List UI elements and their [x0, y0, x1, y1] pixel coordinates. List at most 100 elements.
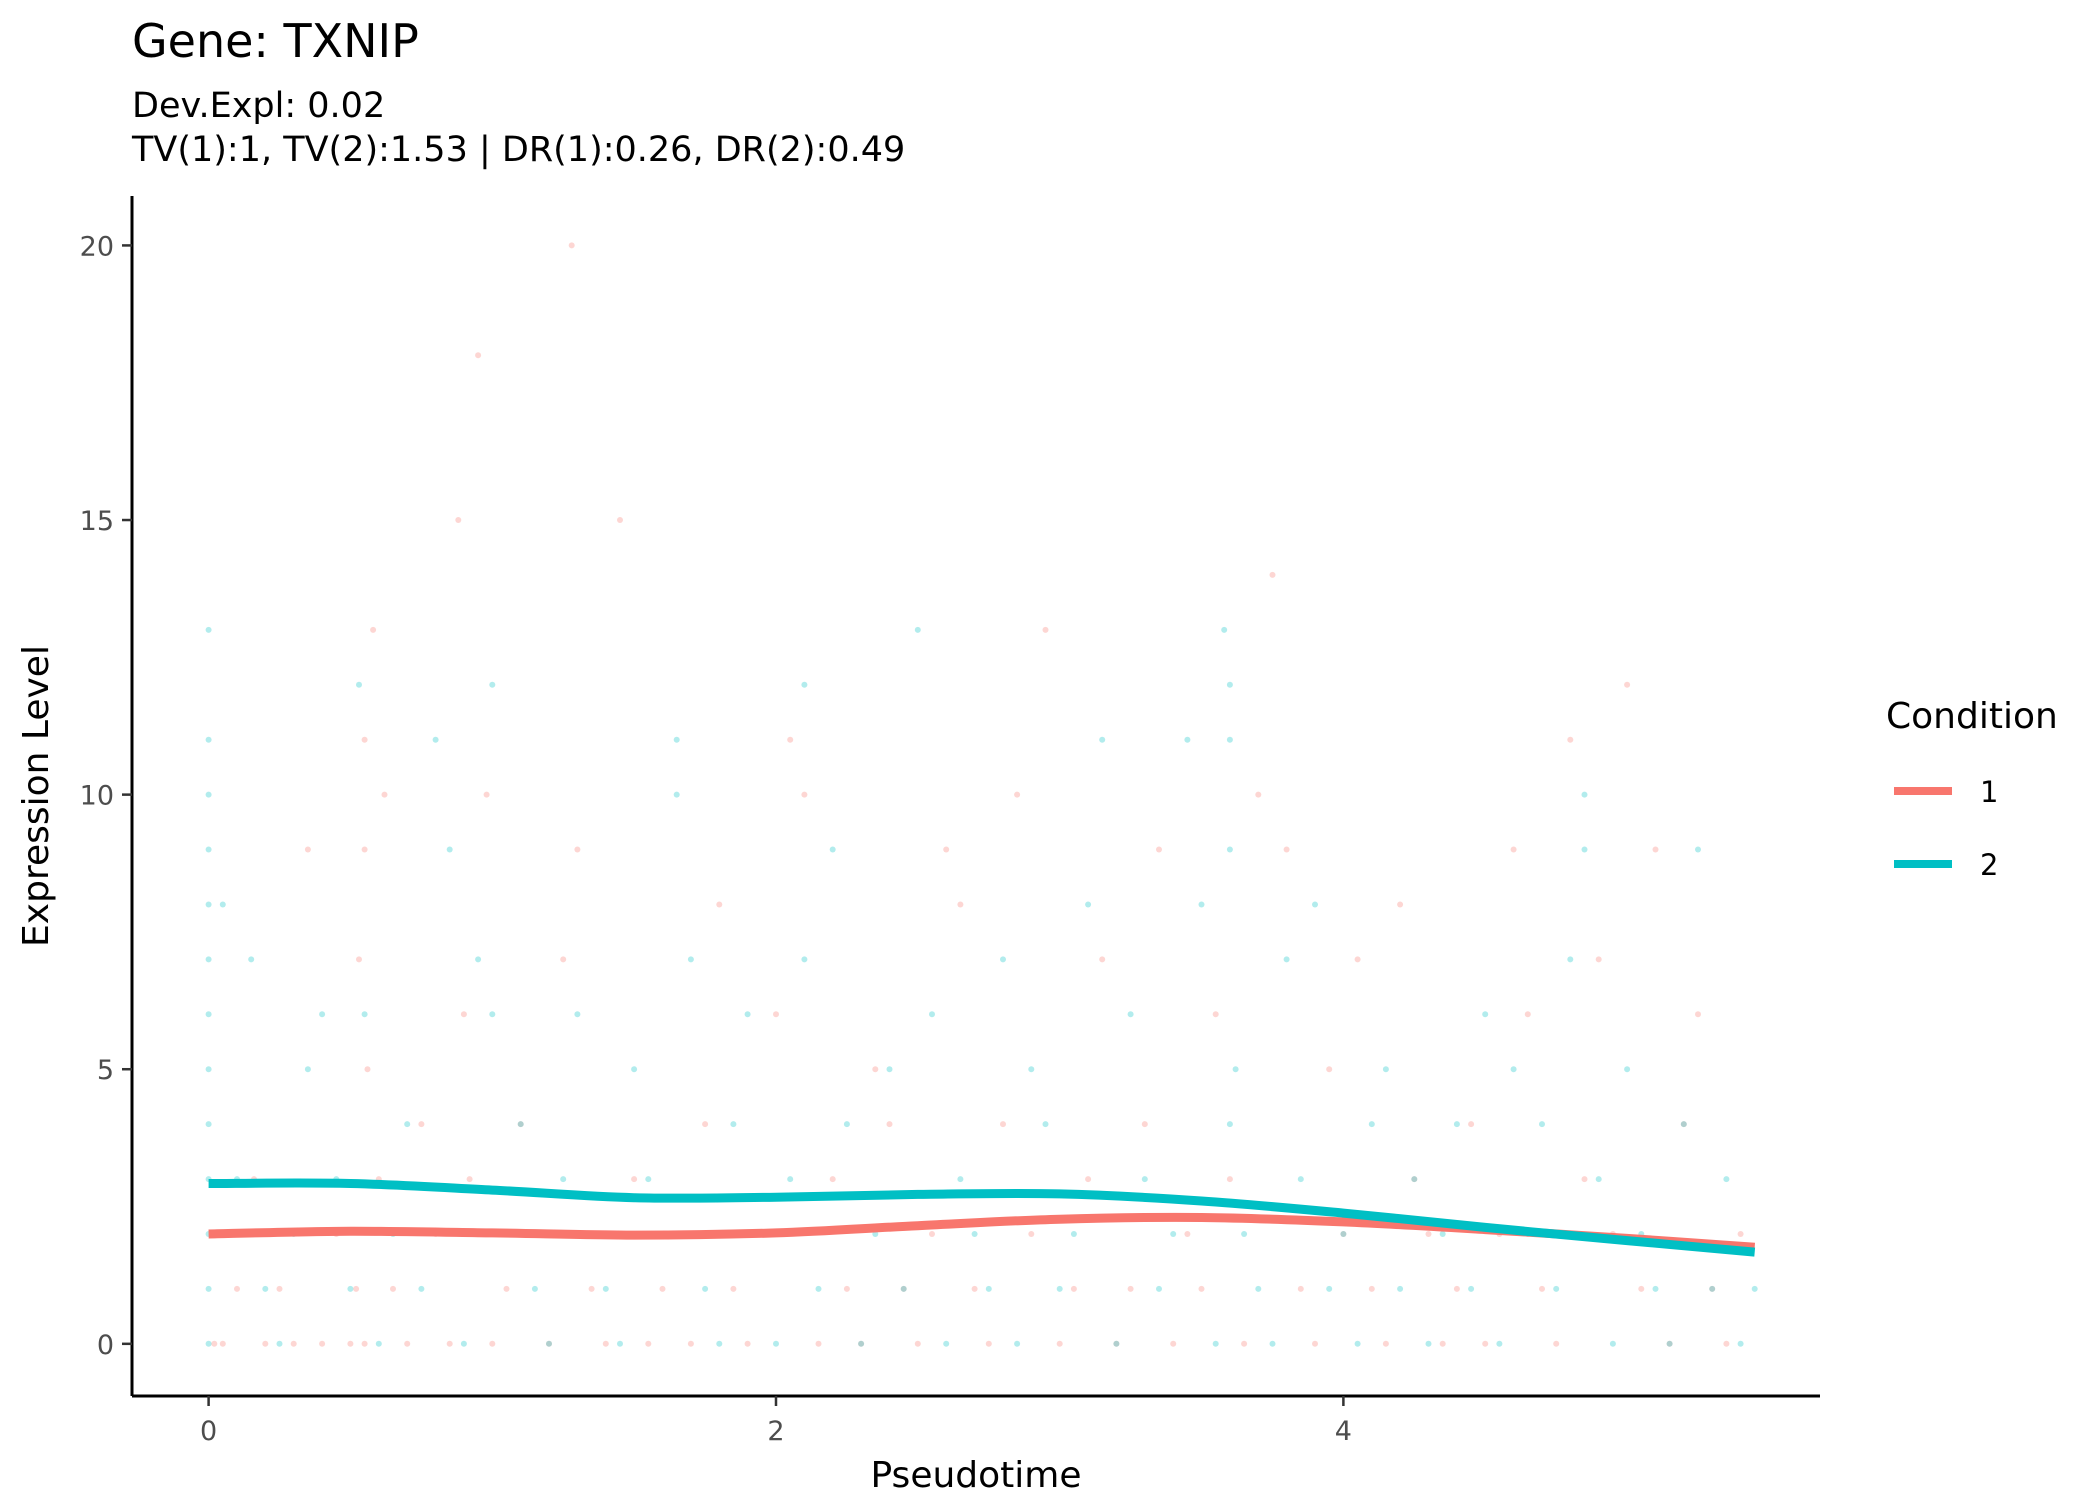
data-point-condition-2-24 — [362, 1011, 368, 1017]
data-point-condition-2-12 — [206, 1341, 212, 1347]
data-point-condition-2-100 — [1326, 1286, 1332, 1292]
data-point-condition-1-38 — [574, 847, 580, 853]
x-tick-label-2: 4 — [1335, 1416, 1352, 1447]
data-point-condition-2-89 — [1227, 682, 1233, 688]
data-point-condition-1-71 — [1043, 627, 1049, 633]
data-point-condition-2-57 — [801, 682, 807, 688]
x-tick-label-0: 0 — [200, 1416, 217, 1447]
data-point-condition-1-53 — [787, 737, 793, 743]
data-point-condition-2-104 — [1383, 1066, 1389, 1072]
data-point-condition-1-70 — [1028, 1231, 1034, 1237]
data-point-condition-2-120 — [1596, 1176, 1602, 1182]
data-point-condition-1-59 — [872, 1066, 878, 1072]
data-point-condition-2-72 — [1000, 956, 1006, 962]
data-point-condition-1-0 — [211, 1341, 217, 1347]
x-axis-ticks: 0 2 4 — [200, 1396, 1352, 1447]
data-point-condition-1-119 — [1723, 1341, 1729, 1347]
data-point-condition-2-106 — [1411, 1176, 1417, 1182]
data-point-condition-2-6 — [206, 1011, 212, 1017]
data-point-condition-2-31 — [461, 1341, 467, 1347]
data-point-condition-2-59 — [816, 1286, 822, 1292]
data-point-condition-2-16 — [262, 1286, 268, 1292]
y-tick-label-2: 10 — [80, 781, 114, 812]
data-point-condition-2-51 — [716, 1341, 722, 1347]
data-point-condition-2-107 — [1426, 1341, 1432, 1347]
data-point-condition-2-71 — [986, 1286, 992, 1292]
y-tick-label-4: 20 — [80, 231, 114, 262]
data-point-condition-2-8 — [206, 1121, 212, 1127]
data-point-condition-2-22 — [347, 1286, 353, 1292]
data-point-condition-1-54 — [801, 792, 807, 798]
data-point-condition-2-103 — [1369, 1121, 1375, 1127]
data-point-condition-1-18 — [370, 627, 376, 633]
data-point-condition-1-42 — [631, 1176, 637, 1182]
data-point-condition-2-39 — [560, 1176, 566, 1182]
data-point-condition-1-90 — [1312, 1341, 1318, 1347]
data-point-condition-2-74 — [1028, 1066, 1034, 1072]
data-point-condition-2-60 — [830, 847, 836, 853]
data-point-condition-2-62 — [858, 1341, 864, 1347]
data-point-condition-2-91 — [1227, 847, 1233, 853]
data-point-condition-1-120 — [1738, 1231, 1744, 1237]
data-point-condition-1-82 — [1199, 1286, 1205, 1292]
data-point-condition-2-0 — [206, 627, 212, 633]
data-point-condition-1-69 — [1014, 792, 1020, 798]
data-point-condition-1-2 — [234, 1286, 240, 1292]
data-point-condition-2-68 — [943, 1341, 949, 1347]
data-point-condition-2-92 — [1227, 1121, 1233, 1127]
data-point-condition-2-65 — [901, 1286, 907, 1292]
data-point-condition-1-109 — [1582, 1176, 1588, 1182]
data-point-condition-2-20 — [319, 1011, 325, 1017]
data-point-condition-1-30 — [484, 792, 490, 798]
data-point-condition-1-79 — [1156, 847, 1162, 853]
data-point-condition-2-11 — [206, 1286, 212, 1292]
data-point-condition-2-112 — [1496, 1341, 1502, 1347]
data-point-condition-2-84 — [1170, 1231, 1176, 1237]
data-point-condition-1-95 — [1383, 1341, 1389, 1347]
data-point-condition-1-85 — [1241, 1341, 1247, 1347]
data-point-condition-2-32 — [475, 956, 481, 962]
data-point-condition-1-63 — [929, 1231, 935, 1237]
data-point-condition-1-117 — [1695, 1011, 1701, 1017]
data-point-condition-2-105 — [1397, 1286, 1403, 1292]
data-point-condition-2-37 — [532, 1286, 538, 1292]
data-point-condition-2-73 — [1014, 1341, 1020, 1347]
data-point-condition-2-127 — [1695, 847, 1701, 853]
data-point-condition-2-111 — [1482, 1011, 1488, 1017]
data-point-condition-1-100 — [1454, 1286, 1460, 1292]
data-point-condition-1-37 — [569, 242, 575, 248]
data-point-condition-2-23 — [356, 682, 362, 688]
data-point-condition-1-108 — [1567, 737, 1573, 743]
data-point-condition-2-108 — [1440, 1231, 1446, 1237]
data-point-condition-2-130 — [1738, 1341, 1744, 1347]
data-point-condition-2-19 — [305, 1066, 311, 1072]
data-point-condition-2-131 — [1752, 1286, 1758, 1292]
data-point-condition-2-75 — [1043, 1121, 1049, 1127]
data-point-condition-1-98 — [1426, 1231, 1432, 1237]
legend-label-condition-2: 2 — [1980, 848, 1998, 882]
data-point-condition-1-113 — [1638, 1286, 1644, 1292]
data-point-condition-2-47 — [674, 737, 680, 743]
data-point-condition-1-104 — [1511, 847, 1517, 853]
data-point-condition-2-119 — [1582, 847, 1588, 853]
data-point-condition-2-3 — [206, 847, 212, 853]
data-point-condition-1-75 — [1099, 956, 1105, 962]
data-point-condition-1-77 — [1128, 1286, 1134, 1292]
data-point-condition-1-17 — [365, 1066, 371, 1072]
data-point-condition-1-40 — [603, 1341, 609, 1347]
x-tick-label-1: 2 — [767, 1416, 784, 1447]
data-point-condition-1-36 — [560, 956, 566, 962]
data-point-condition-1-22 — [404, 1341, 410, 1347]
data-point-condition-2-96 — [1270, 1341, 1276, 1347]
data-point-condition-1-60 — [887, 1121, 893, 1127]
data-point-condition-1-74 — [1085, 1176, 1091, 1182]
data-point-condition-2-81 — [1128, 1011, 1134, 1017]
data-point-condition-1-47 — [702, 1121, 708, 1127]
data-point-condition-2-38 — [546, 1341, 552, 1347]
data-point-condition-2-43 — [617, 1341, 623, 1347]
data-point-condition-2-64 — [887, 1066, 893, 1072]
data-point-condition-1-110 — [1596, 956, 1602, 962]
data-point-condition-1-88 — [1284, 847, 1290, 853]
data-point-condition-1-64 — [943, 847, 949, 853]
